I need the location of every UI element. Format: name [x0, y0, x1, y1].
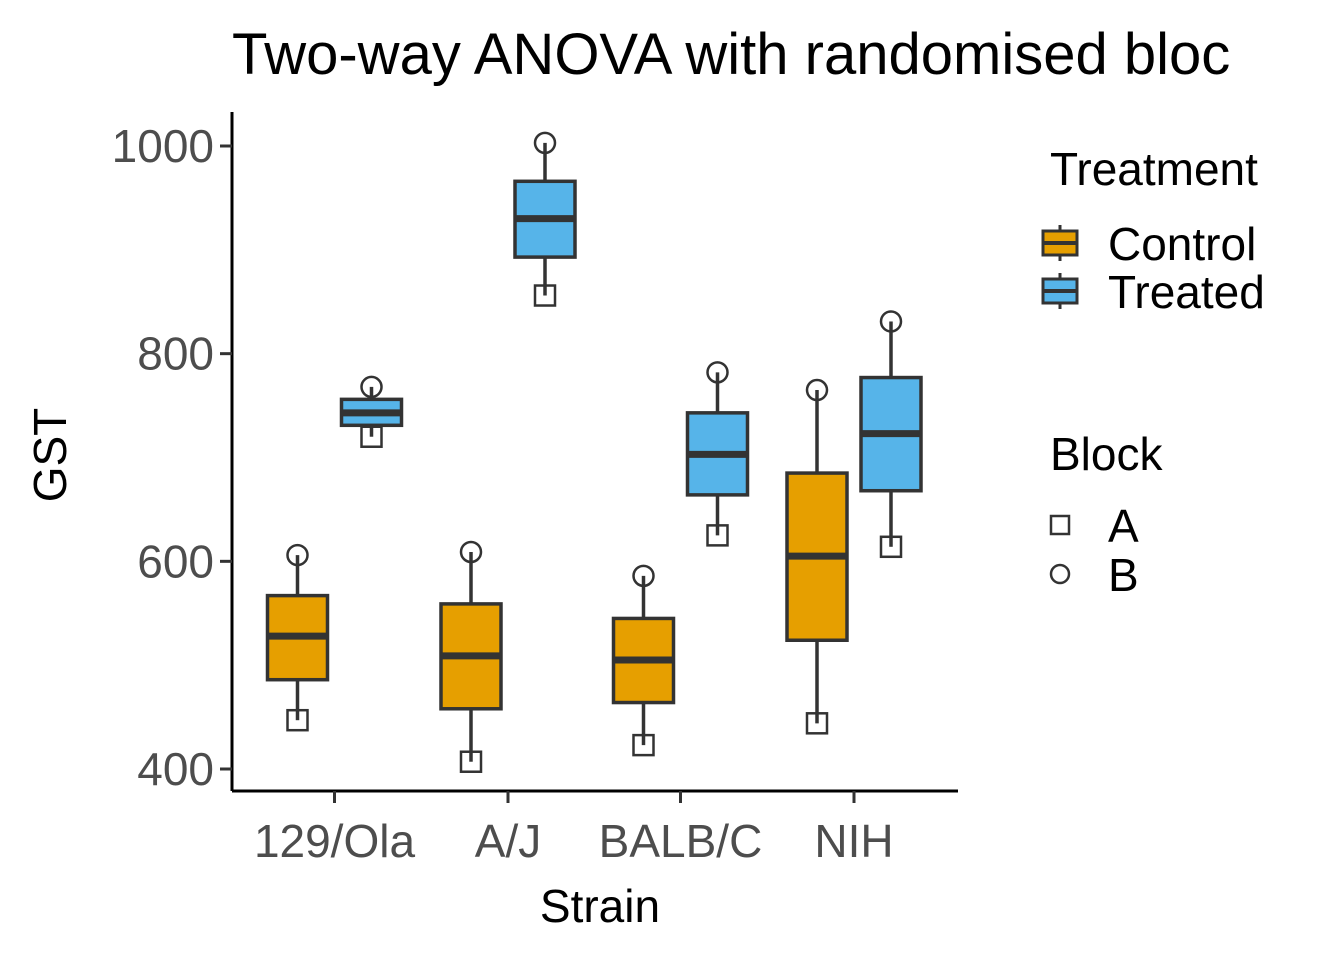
y-axis-title: GST: [24, 408, 76, 503]
point-block-a: [286, 708, 309, 732]
point-block-b: [533, 131, 557, 155]
point-block-b: [360, 375, 383, 399]
x-tick-label: A/J: [475, 815, 541, 867]
x-tick-label: 129/Ola: [254, 815, 416, 867]
point-block-a: [706, 524, 729, 547]
box-treated: [339, 386, 404, 437]
y-tick-label: 600: [137, 535, 214, 587]
point-block-a: [459, 750, 483, 773]
legend-block: Block AB: [1049, 428, 1163, 601]
point-block-a: [879, 535, 903, 559]
point-block-a: [533, 284, 557, 307]
box-control: [611, 575, 676, 746]
y-tick-label: 400: [137, 743, 214, 795]
legend-label-control: Control: [1108, 218, 1256, 270]
chart-title: Two-way ANOVA with randomised bloc: [232, 22, 1230, 87]
legend-label-block-a: A: [1108, 500, 1139, 552]
legend-key-treated: [1041, 273, 1079, 309]
box-layer: [265, 142, 923, 762]
legend-treatment-title: Treatment: [1050, 143, 1258, 195]
box-treated: [513, 142, 577, 296]
x-axis-title: Strain: [540, 880, 660, 932]
box-control: [785, 390, 849, 724]
box-control: [265, 555, 330, 721]
y-tick-label: 1000: [112, 120, 214, 172]
axes: 400 600 800 1000 129/Ola A/J BALB/C NIH: [112, 112, 958, 867]
point-block-a: [632, 733, 655, 757]
point-block-a: [360, 425, 383, 448]
x-tick-label: NIH: [814, 815, 893, 867]
box-control: [439, 551, 503, 762]
legend-label-treated: Treated: [1108, 266, 1265, 318]
box-treated: [859, 321, 923, 547]
point-block-b: [706, 361, 729, 384]
point-layer: [286, 131, 903, 773]
point-block-b: [459, 540, 483, 564]
box-treated: [685, 372, 750, 536]
legend-key-square: [1049, 514, 1071, 536]
point-block-b: [805, 378, 829, 402]
legend-key-circle: [1049, 563, 1071, 585]
point-block-b: [879, 310, 903, 333]
x-tick-label: BALB/C: [599, 815, 763, 867]
legend-label-block-b: B: [1108, 549, 1139, 601]
point-block-b: [632, 564, 655, 588]
legend-block-title: Block: [1050, 428, 1163, 480]
point-block-b: [286, 543, 309, 567]
point-block-a: [805, 712, 829, 735]
legend-key-control: [1041, 225, 1079, 261]
y-tick-label: 800: [137, 328, 214, 380]
